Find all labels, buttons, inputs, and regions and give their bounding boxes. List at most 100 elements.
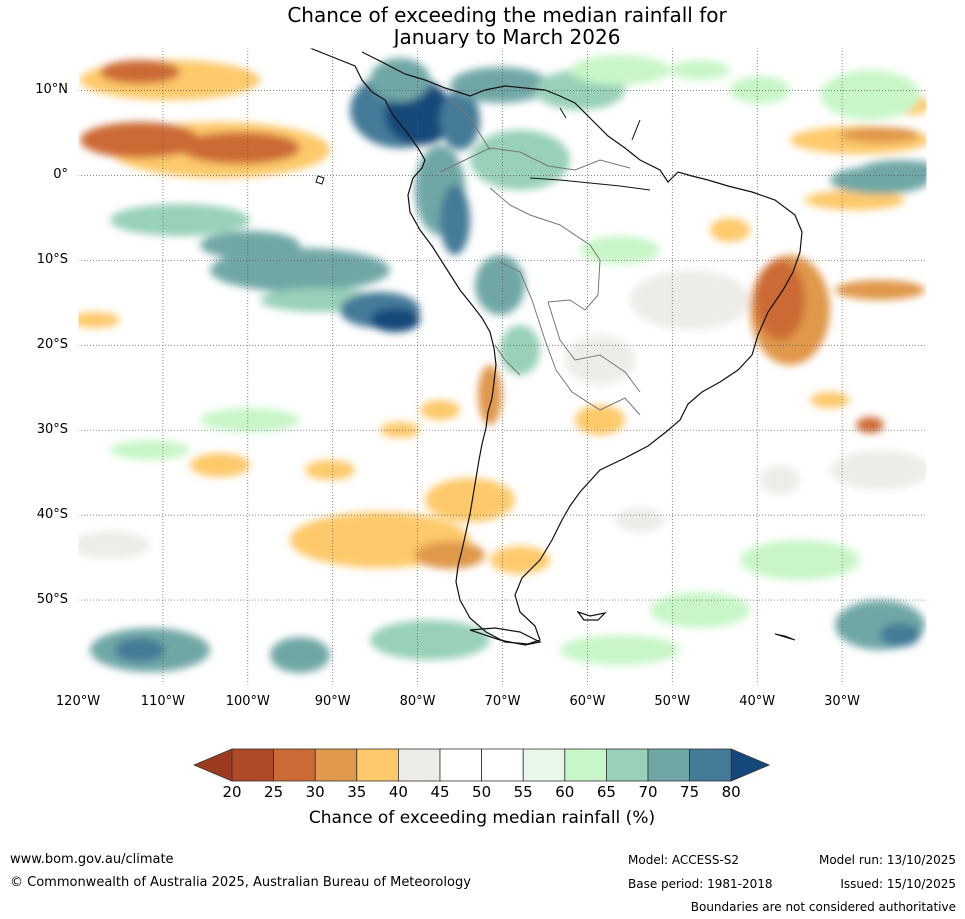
longitude-label: 50°W: [654, 694, 691, 709]
anomaly-region: [478, 365, 502, 425]
anomaly-region: [490, 546, 550, 574]
title-line-2: January to March 2026: [393, 25, 621, 49]
anomaly-region: [615, 508, 665, 532]
longitude-label: 100°W: [225, 694, 270, 709]
longitude-label: 120°W: [55, 694, 101, 709]
colorbar-segment: [397, 748, 441, 782]
latitude-label: 0°: [53, 167, 68, 183]
anomaly-region: [820, 70, 920, 120]
anomaly-region: [200, 408, 300, 432]
anomaly-region: [470, 130, 570, 190]
colorbar-segment: [522, 748, 566, 782]
colorbar-tick-label: 50: [472, 783, 492, 801]
longitude-label: 70°W: [484, 694, 521, 709]
boundary-disclaimer: Boundaries are not considered authoritat…: [690, 900, 956, 914]
colorbar-tick-label: 60: [555, 783, 575, 801]
longitude-label: 40°W: [739, 694, 776, 709]
rainfall-anomaly-field: [78, 48, 927, 685]
anomaly-region: [830, 450, 927, 490]
longitude-label: 60°W: [569, 694, 606, 709]
colorbar-tick-label: 55: [513, 783, 533, 801]
anomaly-region: [425, 478, 515, 522]
colorbar-label: Chance of exceeding median rainfall (%): [308, 808, 656, 828]
colorbar-segment: [647, 748, 690, 782]
longitude-label: 80°W: [399, 694, 436, 709]
anomaly-region: [180, 132, 300, 164]
national-boundaries: [439, 99, 641, 416]
colorbar-tick-label: 45: [430, 783, 450, 801]
colorbar-tick-label: 80: [721, 783, 741, 801]
anomaly-region: [270, 637, 330, 673]
colorbar-lower-arrow: [192, 748, 233, 782]
anomaly-region: [440, 185, 470, 255]
latitude-label: 30°S: [36, 422, 68, 438]
anomaly-region: [305, 460, 355, 480]
latitude-label: 20°S: [36, 337, 68, 353]
colorbar-segment: [356, 748, 399, 782]
title-line-1: Chance of exceeding the median rainfall …: [287, 3, 727, 27]
colorbar-tick-label: 25: [264, 783, 284, 801]
latitude-label: 40°S: [36, 507, 68, 523]
colorbar-tick-label: 30: [305, 783, 325, 801]
anomaly-region: [670, 60, 730, 80]
anomaly-region: [78, 531, 150, 559]
colorbar-tick-label: 20: [222, 783, 242, 801]
anomaly-region: [710, 218, 750, 242]
anomaly-region: [415, 541, 485, 569]
anomaly-region: [100, 60, 180, 84]
colorbar-segment: [314, 748, 358, 782]
anomaly-region: [856, 417, 884, 433]
colorbar-upper-arrow: [730, 748, 771, 782]
anomaly-region: [110, 204, 250, 236]
latitude-label: 10°N: [35, 82, 68, 98]
island-falklands: [576, 610, 607, 621]
island-galapagos: [315, 175, 325, 185]
model-name: Model: ACCESS-S2: [628, 853, 740, 867]
anomaly-region: [115, 638, 165, 662]
anomaly-region: [200, 231, 300, 259]
anomaly-region: [570, 55, 670, 85]
colorbar-segment: [689, 748, 732, 782]
map-frame: [77, 47, 928, 686]
longitude-label: 110°W: [140, 694, 185, 709]
anomaly-region: [110, 440, 190, 460]
anomaly-region: [420, 400, 460, 420]
anomaly-region: [730, 76, 790, 104]
anomaly-region: [880, 623, 920, 647]
website-link[interactable]: www.bom.gov.au/climate: [10, 852, 174, 867]
anomaly-region: [210, 248, 390, 292]
anomaly-region: [560, 635, 680, 665]
map-title: Chance of exceeding the median rainfall …: [0, 4, 965, 48]
anomaly-region: [450, 67, 550, 103]
anomaly-region: [740, 540, 860, 580]
anomaly-region: [80, 122, 200, 158]
anomaly-region: [580, 236, 660, 264]
anomaly-region: [370, 620, 490, 660]
anomaly-region: [190, 453, 250, 477]
colorbar-tick-label: 65: [596, 783, 616, 801]
colorbar-segment: [481, 748, 524, 782]
colorbar-tick-label: 40: [388, 783, 408, 801]
anomaly-region: [840, 127, 920, 143]
latitude-label: 10°S: [36, 252, 68, 268]
colorbar: [192, 748, 771, 782]
anomaly-region: [755, 260, 805, 340]
colorbar-segment: [605, 748, 649, 782]
anomaly-region: [630, 270, 750, 330]
model-run-date: Model run: 13/10/2025: [818, 853, 956, 867]
anomaly-region: [810, 392, 850, 408]
island-south-georgia: [774, 633, 796, 641]
longitude-label: 90°W: [314, 694, 351, 709]
anomaly-region: [500, 325, 540, 375]
anomaly-region: [440, 90, 480, 150]
south-america-coastline: [309, 48, 803, 645]
lake-maracaibo-and-rivers: [529, 107, 651, 191]
anomaly-region: [575, 405, 625, 435]
coastlines: [309, 48, 803, 646]
colorbar-segment: [564, 748, 607, 782]
anomaly-region: [78, 312, 120, 328]
anomaly-region: [760, 465, 800, 495]
colorbar-tick-label: 35: [347, 783, 367, 801]
anomaly-region: [805, 190, 905, 210]
